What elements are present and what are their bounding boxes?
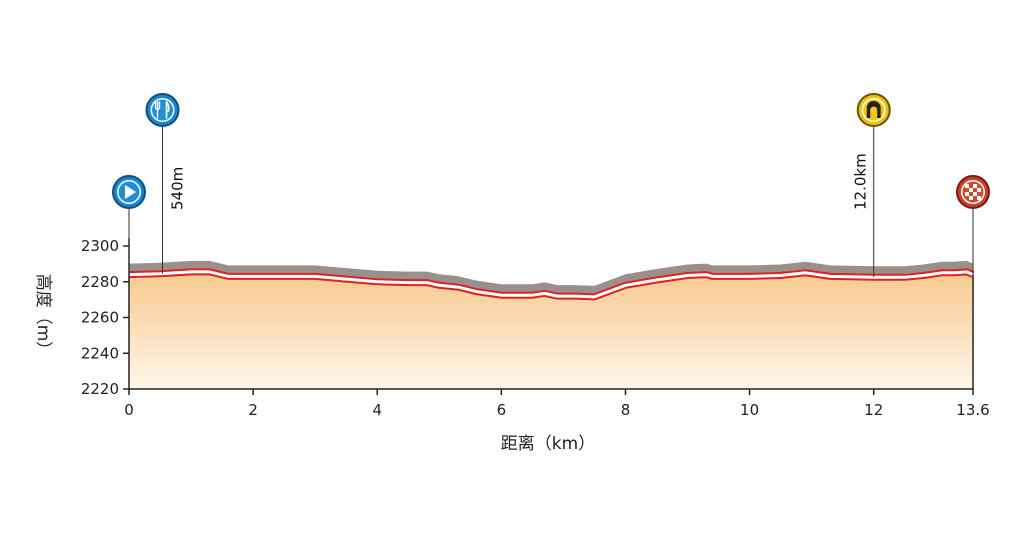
y-tick-label: 2280 <box>81 273 119 291</box>
marker-label-tunnel: 12.0km <box>852 153 870 210</box>
x-tick-label: 8 <box>621 401 631 419</box>
x-tick-label: 6 <box>497 401 507 419</box>
x-tick-label: 0 <box>124 401 134 419</box>
x-tick-label: 2 <box>248 401 258 419</box>
checkered-flag-icon <box>956 175 990 209</box>
axes-layer: 0 2 4 6 8 10 12 13.6 2220 2240 2260 2280 2300 <box>81 237 990 419</box>
y-tick-label: 2260 <box>81 309 119 327</box>
profile-layer <box>128 260 975 389</box>
marker-start <box>112 175 146 275</box>
x-tick-label: 12 <box>864 401 883 419</box>
x-axis-title: 距离（km） <box>501 434 595 454</box>
profile-area <box>129 271 973 389</box>
marker-label-feed-zone: 540m <box>169 167 187 210</box>
profile-shadow-band <box>129 260 973 297</box>
y-tick-label: 2240 <box>81 344 119 362</box>
markers-layer: 540m 12.0km <box>112 93 990 278</box>
x-tick-label: 10 <box>740 401 759 419</box>
start-play-icon <box>112 175 146 209</box>
tunnel-icon <box>856 93 891 127</box>
y-tick-label: 2300 <box>81 237 119 255</box>
y-tick-label: 2220 <box>81 380 119 398</box>
marker-finish <box>956 175 990 275</box>
x-tick-label: 4 <box>372 401 382 419</box>
y-axis-title: 高度（m） <box>33 274 53 359</box>
route-line-inner <box>128 270 974 299</box>
marker-tunnel: 12.0km <box>852 93 891 278</box>
fork-knife-icon <box>145 93 180 127</box>
marker-feed-zone: 540m <box>145 93 187 274</box>
x-tick-label: 13.6 <box>956 401 989 419</box>
